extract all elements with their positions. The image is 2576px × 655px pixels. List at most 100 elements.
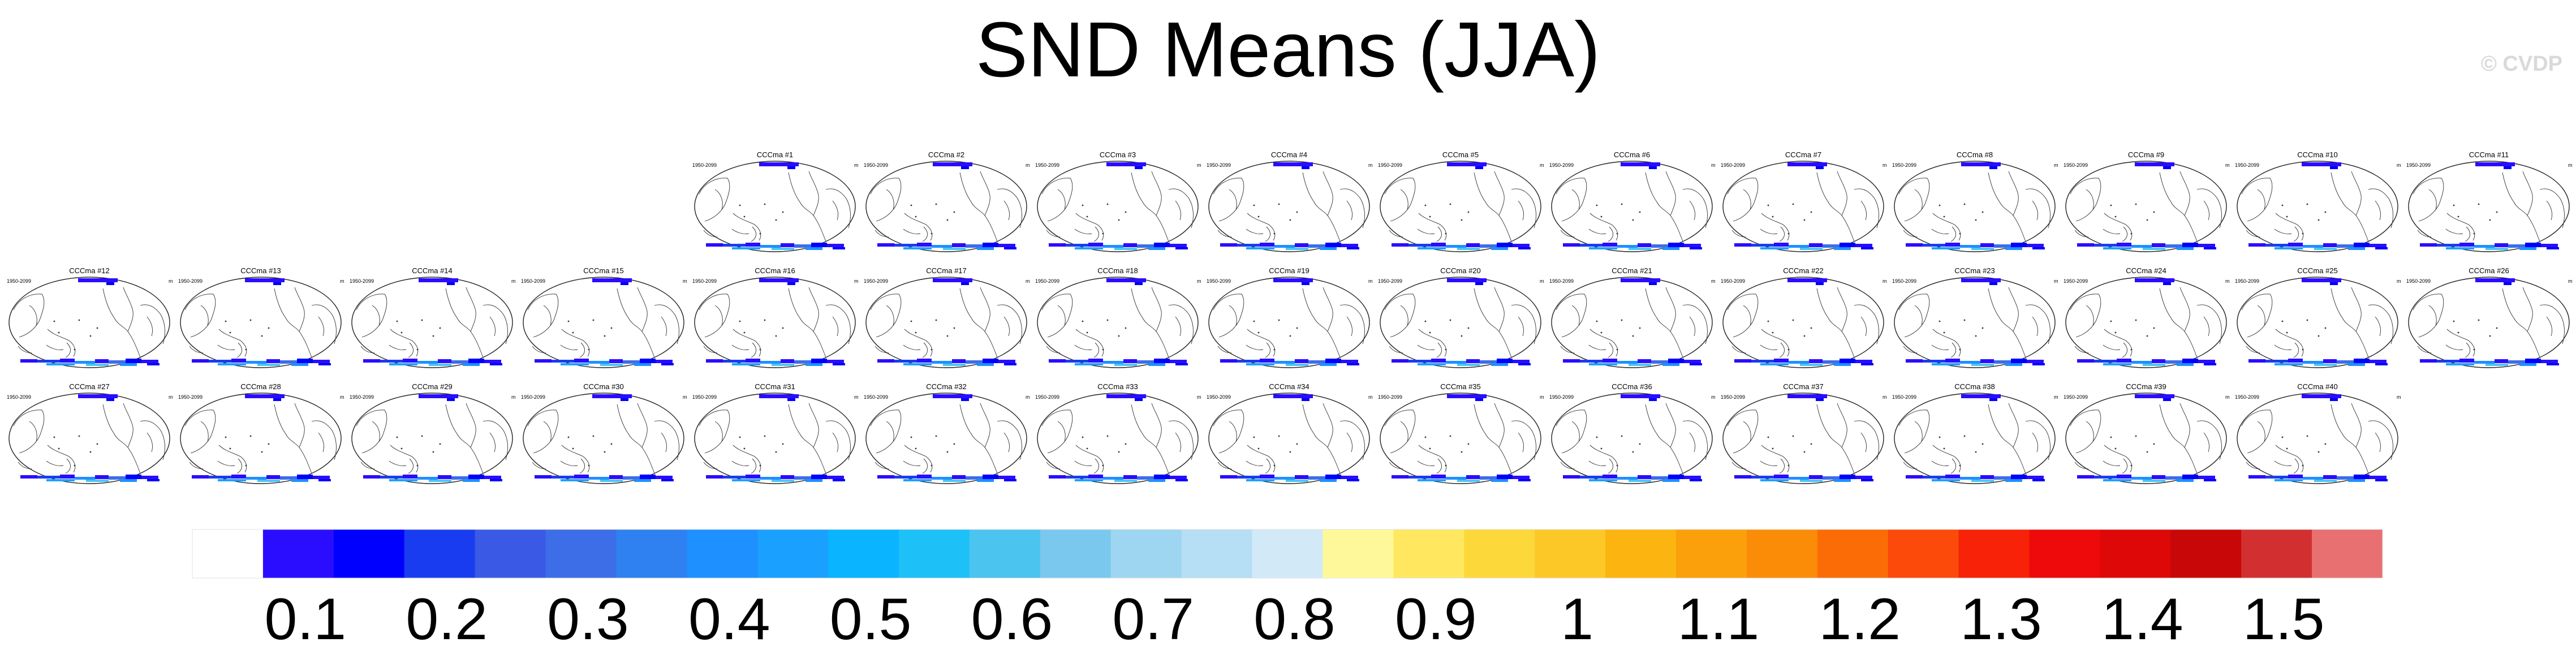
panel-units-label: m — [683, 394, 687, 400]
snow-cell-south — [977, 363, 994, 366]
snow-cell-south — [1175, 479, 1188, 481]
island — [78, 435, 80, 437]
colorbar-swatch — [1746, 529, 1818, 578]
snow-cell-south — [1629, 480, 1651, 482]
snow-cell-south — [1662, 247, 1679, 250]
coastline — [1074, 460, 1092, 466]
panel-period-label: 1950-2099 — [1035, 162, 1059, 168]
coastline — [218, 329, 247, 357]
coastline — [1588, 460, 1606, 466]
coastline — [904, 445, 933, 473]
snow-cell-south — [1103, 477, 1123, 480]
island — [416, 348, 419, 351]
island — [2489, 219, 2491, 221]
snow-cell-south — [1513, 244, 1530, 247]
coastline — [2375, 432, 2381, 453]
snow-cell-south — [417, 361, 438, 364]
snow-cell-south — [2143, 364, 2165, 366]
coastline — [2368, 420, 2393, 460]
snow-cell-south — [1274, 477, 1295, 480]
island — [764, 435, 766, 437]
globe-outline — [1551, 161, 1713, 252]
panel-period-label: 1950-2099 — [2064, 394, 2088, 400]
snow-cell-south — [1971, 480, 1994, 482]
map-panel: CCCma #30 1950-2099 m — [521, 382, 687, 484]
globe-outline — [1380, 277, 1541, 368]
snow-cell-north — [2330, 166, 2338, 169]
snow-cell-south — [141, 360, 158, 363]
map-panel: CCCma #39 1950-2099 m — [2064, 382, 2230, 484]
island — [1429, 447, 1431, 450]
snow-cell-south — [1789, 477, 1809, 480]
map-panel: CCCma #9 1950-2099 m — [2064, 150, 2230, 252]
snow-cell-south — [1295, 359, 1308, 363]
coastline — [1265, 342, 1270, 358]
snow-cell-south — [811, 359, 827, 363]
globe-outline — [2237, 277, 2398, 368]
snow-cell-south — [363, 359, 380, 363]
snow-cell-south — [1945, 475, 1960, 479]
snow-cell-south — [2370, 476, 2387, 479]
snow-cell-south — [2265, 244, 2288, 247]
coastline — [184, 410, 216, 454]
coastline — [1898, 410, 1930, 454]
snow-cell-north — [1989, 166, 1997, 169]
panel-title: CCCma #8 — [1957, 150, 1993, 159]
coastline — [47, 329, 76, 357]
coastline — [489, 432, 496, 453]
coastline — [1779, 458, 1785, 474]
snow-cell-south — [1295, 475, 1308, 479]
colorbar-swatch — [1535, 529, 1606, 578]
snow-cell-south — [2541, 360, 2558, 363]
coastline — [904, 213, 933, 241]
snow-cell-south — [429, 480, 451, 482]
snow-cell-south — [1945, 243, 1960, 247]
snow-cell-south — [484, 360, 501, 363]
snow-cell-south — [1690, 479, 1702, 481]
island — [1106, 203, 1109, 205]
panel-period-label: 1950-2099 — [1721, 162, 1745, 168]
map-panel: CCCma #1 1950-2099 m — [692, 150, 859, 252]
snow-cell-south — [2370, 360, 2387, 363]
snow-cell-south — [60, 475, 75, 479]
snow-cell-north — [1273, 162, 1313, 166]
snow-cell-south — [2204, 479, 2216, 481]
panel-title: CCCma #38 — [1954, 382, 1995, 391]
panel-period-label: 1950-2099 — [1378, 162, 1402, 168]
coastline — [1417, 344, 1435, 350]
coastline — [2522, 171, 2533, 216]
snow-cell-north — [2163, 282, 2171, 285]
coastline — [875, 230, 889, 238]
island — [225, 320, 227, 322]
island — [2302, 348, 2304, 351]
panel-period-label: 1950-2099 — [1892, 162, 1916, 168]
coastline — [2203, 432, 2210, 453]
snow-cell-south — [192, 475, 209, 479]
snow-cell-south — [463, 479, 480, 482]
coastline — [1302, 404, 1341, 474]
snow-cell-south — [1945, 359, 1960, 363]
colorbar-swatch — [1323, 529, 1394, 578]
snow-cell-south — [1668, 243, 1684, 247]
coastline — [2368, 188, 2393, 229]
snow-cell-north — [2330, 282, 2338, 285]
snow-cell-south — [1123, 359, 1137, 363]
snow-cell-south — [1603, 359, 1617, 363]
snow-cell-south — [463, 363, 480, 366]
panel-title: CCCma #35 — [1440, 382, 1481, 391]
snow-cell-south — [2131, 477, 2152, 480]
panel-period-label: 1950-2099 — [7, 278, 31, 284]
snow-cell-north — [2135, 394, 2174, 398]
panel-period-label: 1950-2099 — [692, 162, 717, 168]
map-panel: CCCma #7 1950-2099 m — [1721, 150, 1887, 252]
island — [915, 447, 917, 450]
globe-outline — [8, 393, 170, 484]
colorbar-tick-label: 1.1 — [1678, 587, 1760, 652]
snow-cell-south — [1466, 243, 1480, 247]
panel-period-label: 1950-2099 — [178, 278, 203, 284]
island — [1596, 320, 1598, 322]
coastline — [699, 410, 730, 454]
snow-cell-south — [781, 359, 794, 363]
coastline — [1511, 304, 1536, 344]
